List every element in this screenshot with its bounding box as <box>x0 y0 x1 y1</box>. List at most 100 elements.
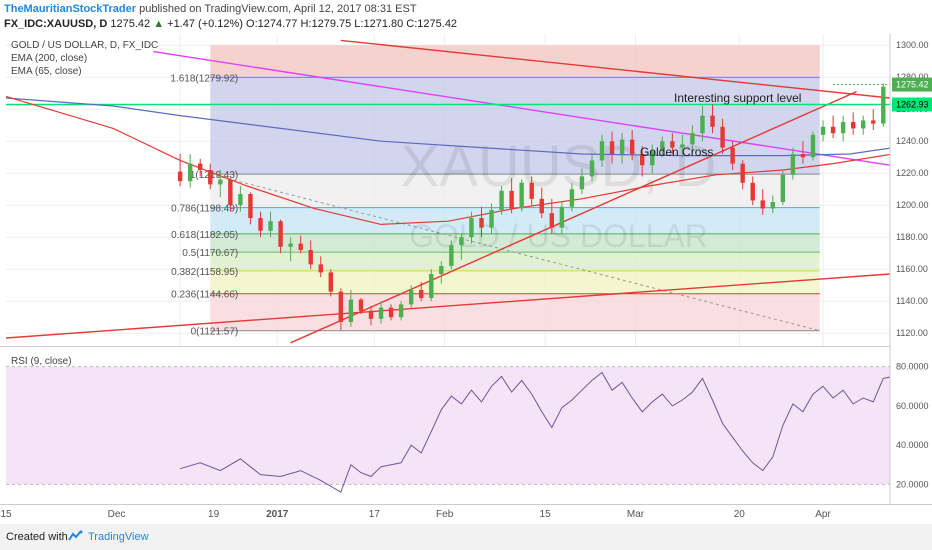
change-arrow: ▲ <box>153 18 165 30</box>
candle-body <box>730 147 735 164</box>
candle-body <box>800 154 806 158</box>
candle-body <box>348 299 354 322</box>
candle-body <box>840 122 846 134</box>
ohlc-values: O:1274.77 H:1279.75 L:1271.80 C:1275.42 <box>246 18 458 30</box>
candle-body <box>228 179 233 206</box>
candle-body <box>640 154 645 166</box>
time-tick-label: Dec <box>108 509 126 520</box>
time-tick-label: Feb <box>436 509 454 520</box>
created-with-label: Created with <box>6 531 68 543</box>
legend-title: GOLD / US DOLLAR, D, FX_IDC <box>11 40 159 51</box>
candle-body <box>830 126 836 134</box>
fib-level-label: 0.786(1198.49) <box>171 204 238 215</box>
resistance-trendline <box>340 39 891 99</box>
axes: 1300.001280.001260.001240.001220.001200.… <box>0 34 932 520</box>
fib-zone <box>210 270 820 294</box>
rsi-tick-label: 20.0000 <box>896 479 929 489</box>
candle-body <box>198 163 203 170</box>
candle-body <box>318 264 323 273</box>
candle-body <box>559 206 565 228</box>
rsi-line <box>179 371 894 493</box>
candle-body <box>298 243 303 250</box>
last-price-badge-label: 1275.42 <box>896 80 929 90</box>
candle-body <box>629 139 635 154</box>
price-chart[interactable]: 1.618(1279.92) 1(1219.43) 0.786(1198.49) 0.… <box>0 34 932 524</box>
price-tick-label: 1180.00 <box>896 232 928 242</box>
candle-body <box>218 179 223 185</box>
candle-body <box>268 221 273 231</box>
tradingview-link[interactable]: TradingView <box>88 531 149 543</box>
candle-body <box>579 176 585 190</box>
candle-body <box>429 274 434 298</box>
price-tick-label: 1280.00 <box>896 72 929 82</box>
candle-body <box>519 182 524 209</box>
tradingview-logo-icon <box>68 530 83 541</box>
time-tick-label: 15 <box>0 509 12 520</box>
fib-zone <box>210 293 820 331</box>
candle-body <box>720 126 725 148</box>
main-pane: 1.618(1279.92) 1(1219.43) 0.786(1198.49) 0.… <box>0 34 932 347</box>
price-axis-bg <box>890 34 932 504</box>
candle-body <box>469 218 474 238</box>
fib-level-label: 0.5(1170.67) <box>182 248 238 259</box>
candle-body <box>850 122 856 129</box>
fib-zone <box>210 207 820 234</box>
price-tick-label: 1240.00 <box>896 136 929 146</box>
candle-body <box>238 194 243 206</box>
time-tick-label: Apr <box>815 509 831 520</box>
candle-body <box>670 141 675 148</box>
candle-body <box>449 245 454 266</box>
price-tick-label: 1200.00 <box>896 200 929 210</box>
publish-line: TheMauritianStockTrader published on Tra… <box>4 3 417 15</box>
candle-body <box>861 120 866 129</box>
candle-body <box>177 171 183 182</box>
candle-body <box>479 218 484 228</box>
candle-body <box>539 198 544 214</box>
candle-body <box>780 174 786 202</box>
time-tick-label: 2017 <box>266 509 289 520</box>
time-tick-label: 20 <box>734 509 746 520</box>
candle-body <box>208 170 213 185</box>
fib-level-label: 0.618(1182.05) <box>171 230 238 241</box>
candle-body <box>529 182 534 199</box>
long-term-trendline <box>5 273 891 339</box>
candle-body <box>619 139 625 154</box>
candle-body <box>278 221 283 247</box>
candle-body <box>408 290 414 305</box>
price-tick-label: 1120.00 <box>896 328 928 338</box>
legend-ema65: EMA (65, close) <box>11 66 82 77</box>
candle-body <box>599 141 605 161</box>
candle-body <box>760 200 765 209</box>
time-tick-label: 17 <box>369 509 381 520</box>
candle-body <box>288 243 293 247</box>
last-price: 1275.42 <box>110 18 151 30</box>
candle-body <box>489 210 494 228</box>
price-change: +1.47 (+0.12%) <box>167 18 243 30</box>
candle-body <box>378 307 384 319</box>
candle-body <box>700 115 705 134</box>
fib-level-label: 1(1219.43) <box>190 170 238 181</box>
annotation-support: Interesting support level <box>674 91 801 105</box>
chart-header: TheMauritianStockTrader published on Tra… <box>0 0 932 34</box>
time-tick-label: Mar <box>627 509 645 520</box>
watermark-symbol: XAUUSD, D <box>401 134 717 199</box>
author-name[interactable]: TheMauritianStockTrader <box>4 3 137 15</box>
candle-body <box>499 190 504 210</box>
candle-body <box>258 218 263 231</box>
candle-body <box>248 194 253 218</box>
candle-body <box>770 202 776 209</box>
fib-zone <box>210 174 820 208</box>
fib-zone <box>210 252 820 271</box>
annotation-golden-cross: Golden Cross <box>640 145 713 159</box>
candle-body <box>338 291 344 322</box>
candle-body <box>368 310 374 319</box>
fib-trend-dashed <box>210 173 820 332</box>
rsi-band <box>6 366 890 485</box>
candle-body <box>187 163 193 182</box>
price-tick-label: 1160.00 <box>896 264 928 274</box>
legend-ema200: EMA (200, close) <box>11 53 88 64</box>
candle-body <box>388 307 394 318</box>
candle-body <box>881 86 886 124</box>
rising-trendline <box>290 90 857 344</box>
rsi-tick-label: 60.0000 <box>896 401 929 411</box>
